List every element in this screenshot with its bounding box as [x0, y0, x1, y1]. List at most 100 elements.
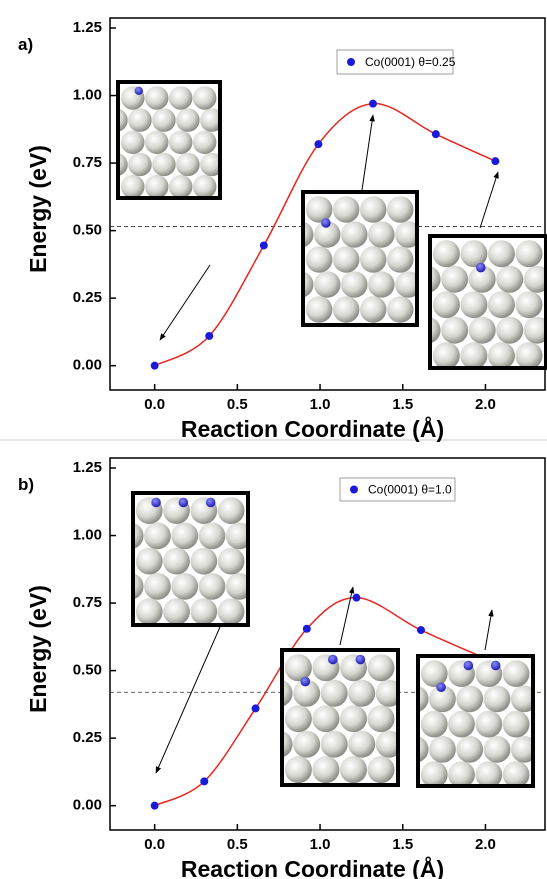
atom — [341, 221, 368, 248]
atom — [118, 108, 128, 132]
y-tick-label: 1.25 — [73, 459, 102, 476]
atom — [217, 598, 245, 625]
adatom — [490, 660, 501, 671]
x-tick-label: 1.5 — [392, 836, 413, 853]
legend-marker — [350, 485, 358, 494]
atom — [168, 174, 193, 198]
atom — [460, 291, 488, 319]
y-tick-label: 0.25 — [73, 289, 102, 306]
structure-inset — [133, 493, 248, 625]
structure-inset — [430, 236, 546, 368]
data-point — [491, 157, 500, 166]
atom — [420, 660, 448, 688]
atom — [198, 572, 226, 600]
atom — [303, 271, 314, 298]
atom — [176, 152, 200, 177]
atom — [200, 152, 220, 177]
atom — [368, 221, 395, 248]
atom — [515, 291, 543, 319]
legend-label: Co(0001) θ=0.25 — [365, 55, 456, 69]
legend-label: Co(0001) θ=1.0 — [368, 483, 452, 497]
data-point — [205, 331, 214, 340]
atom — [348, 730, 376, 758]
atom — [163, 598, 190, 625]
legend-marker — [347, 58, 355, 66]
atom — [441, 265, 469, 293]
atom — [348, 679, 376, 707]
atom — [176, 108, 200, 132]
atom — [152, 152, 176, 177]
x-tick-label: 0.5 — [227, 836, 248, 853]
data-point — [150, 801, 159, 810]
atom — [282, 680, 293, 707]
atom — [144, 572, 171, 600]
atom — [320, 679, 348, 707]
atom — [395, 221, 417, 248]
atom — [387, 246, 414, 273]
y-tick-label: 0.50 — [73, 662, 102, 679]
data-point — [150, 361, 159, 370]
x-axis-label: Reaction Coordinate (Å) — [181, 415, 444, 442]
atom — [487, 291, 515, 319]
atom — [121, 174, 145, 198]
atom — [128, 108, 152, 132]
atom — [168, 130, 193, 155]
adatom — [475, 262, 486, 273]
y-tick-label: 0.25 — [73, 729, 102, 746]
atom — [367, 705, 395, 733]
atom — [515, 240, 543, 268]
atom — [133, 573, 144, 600]
atom — [468, 316, 496, 344]
adatom — [178, 497, 189, 508]
atom — [502, 710, 530, 738]
adatom — [205, 497, 216, 508]
atom — [128, 152, 152, 177]
x-tick-label: 1.0 — [310, 396, 331, 413]
atom — [190, 598, 218, 625]
atom — [144, 522, 171, 550]
atom — [359, 196, 387, 223]
data-point — [251, 704, 260, 713]
atom — [341, 271, 368, 298]
atom — [200, 108, 220, 132]
atom — [387, 296, 414, 323]
atom — [418, 685, 429, 712]
atom — [314, 221, 341, 248]
atom — [314, 271, 341, 298]
atom — [367, 654, 395, 682]
atom — [163, 547, 190, 575]
adatom — [327, 654, 338, 665]
x-tick-label: 0.0 — [144, 836, 165, 853]
atom — [312, 705, 340, 733]
y-tick-label: 1.25 — [73, 19, 102, 36]
atom — [332, 196, 360, 223]
atom — [496, 316, 524, 344]
atom — [496, 265, 524, 293]
atom — [430, 317, 441, 344]
atom — [168, 86, 193, 110]
arrow — [361, 114, 375, 191]
y-tick-label: 0.75 — [73, 154, 102, 171]
atom — [375, 730, 398, 758]
data-point — [200, 777, 209, 786]
atom — [293, 730, 321, 758]
y-tick-label: 1.00 — [73, 87, 102, 104]
atom — [420, 761, 448, 786]
atom — [145, 130, 169, 155]
atom — [523, 316, 546, 344]
structure-inset — [282, 650, 398, 785]
arrow — [339, 586, 355, 646]
atom — [460, 240, 488, 268]
y-tick-label: 0.00 — [73, 797, 102, 814]
atom — [468, 265, 496, 293]
atom — [320, 730, 348, 758]
structure-inset — [418, 656, 533, 786]
x-tick-label: 0.5 — [227, 396, 248, 413]
structure-inset — [118, 82, 220, 198]
plot-frame — [109, 457, 546, 831]
atom — [305, 196, 333, 223]
atom — [432, 342, 460, 368]
adatom — [463, 660, 474, 671]
atom — [118, 152, 128, 177]
atom — [429, 735, 456, 763]
